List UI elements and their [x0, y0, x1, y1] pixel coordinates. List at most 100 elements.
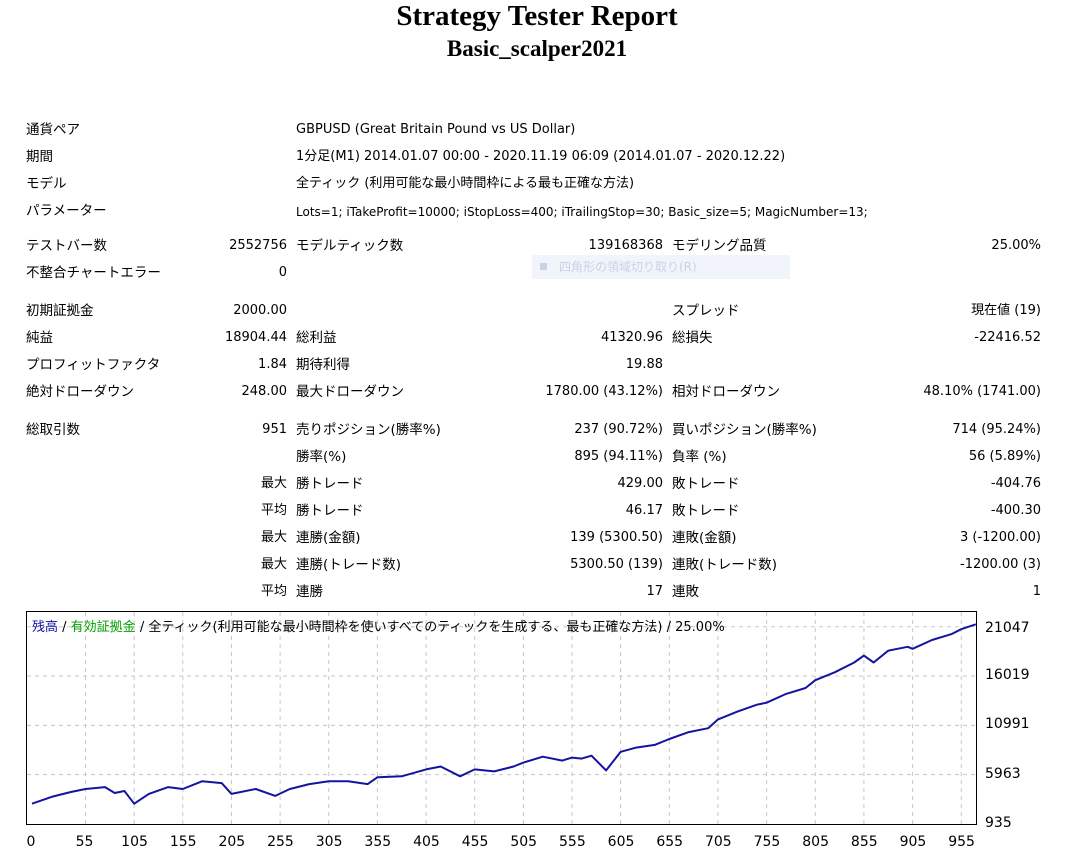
x-tick-label: 705 [704, 834, 732, 850]
legend-balance: 残高 [32, 620, 59, 635]
loss-rate-label: 負率 (%) [672, 449, 727, 465]
avg-loss-label: 敗トレード [672, 503, 740, 519]
cons-loss-money-label: 連敗(金額) [672, 530, 737, 546]
ghost-menu-label: 四角形の領域切り取り(R) [559, 260, 697, 274]
x-tick-label: 405 [413, 834, 440, 850]
loss-rate-value: 56 (5.89%) [968, 449, 1041, 464]
balance-chart [27, 612, 976, 824]
y-tick-label: 16019 [985, 667, 1030, 684]
x-tick-label: 755 [753, 834, 781, 850]
avg-word-2: 平均 [260, 584, 287, 599]
pf-label: プロフィットファクタ [26, 357, 161, 373]
report-title: Strategy Tester Report [396, 0, 678, 32]
x-tick-label: 955 [948, 834, 975, 850]
max-win-value: 429.00 [617, 476, 664, 491]
x-tick-label: 455 [461, 834, 489, 850]
abs-dd-label: 絶対ドローダウン [26, 384, 134, 400]
expected-value: 19.88 [625, 357, 663, 372]
bars-value: 2552756 [229, 238, 287, 253]
max-dd-label: 最大ドローダウン [296, 384, 404, 400]
period-label: 期間 [26, 149, 53, 165]
x-tick-label: 155 [169, 834, 197, 850]
x-tick-label: 605 [607, 834, 635, 850]
max-loss-label: 敗トレード [672, 476, 740, 492]
x-tick-label: 555 [559, 834, 586, 850]
abs-dd-value: 248.00 [241, 384, 288, 399]
balance-line [31, 623, 976, 805]
y-tick-label: 935 [985, 815, 1012, 831]
x-tick-label: 505 [510, 834, 538, 850]
max-word-2: 最大 [260, 530, 287, 545]
period-value: 1分足(M1) 2014.01.07 00:00 - 2020.11.19 06… [296, 149, 786, 164]
cons-win-money-label: 連勝(金額) [296, 530, 361, 546]
long-value: 714 (95.24%) [952, 422, 1041, 437]
long-label: 買いポジション(勝率%) [672, 422, 817, 438]
max-dd-value: 1780.00 (43.12%) [545, 384, 663, 399]
avg-cons-loss-value: 1 [1032, 584, 1041, 599]
x-tick-label: 255 [267, 834, 294, 850]
y-tick-label: 10991 [985, 716, 1030, 733]
symbol-label: 通貨ペア [26, 122, 80, 138]
cons-win-money-value: 139 (5300.50) [570, 530, 663, 545]
x-tick-label: 655 [656, 834, 684, 850]
x-tick-label: 355 [364, 834, 392, 850]
x-tick-label: 305 [315, 834, 343, 850]
x-tick-label: 0 [26, 834, 36, 850]
symbol-value: GBPUSD (Great Britain Pound vs US Dollar… [296, 122, 576, 137]
net-label: 純益 [26, 330, 53, 346]
win-rate-value: 895 (94.11%) [574, 449, 663, 464]
cons-win-count-value: 5300.50 (139) [570, 557, 663, 572]
max-word-3: 最大 [260, 557, 287, 572]
model-label: モデル [26, 176, 67, 192]
cons-win-count-label: 連勝(トレード数) [296, 557, 402, 573]
avg-cons-win-value: 17 [646, 584, 663, 599]
avg-cons-loss-label: 連敗 [672, 584, 699, 600]
gross-loss-value: -22416.52 [974, 330, 1041, 345]
model-value: 全ティック (利用可能な最小時間枠による最も正確な方法) [296, 176, 635, 191]
chart-legend: 残高 / 有効証拠金 / 全ティック(利用可能な最小時間枠を使いすべてのティック… [32, 616, 725, 635]
deposit-label: 初期証拠金 [26, 303, 94, 319]
x-tick-label: 805 [802, 834, 829, 850]
balance-chart-frame [26, 611, 977, 825]
x-tick-label: 855 [850, 834, 878, 850]
avg-win-value: 46.17 [625, 503, 663, 518]
max-win-label: 勝トレード [296, 476, 364, 492]
deposit-value: 2000.00 [233, 303, 287, 318]
x-tick-label: 205 [218, 834, 246, 850]
y-tick-label: 21047 [985, 620, 1030, 636]
avg-word-1: 平均 [260, 503, 287, 518]
quality-value: 25.00% [991, 238, 1041, 253]
bars-label: テストバー数 [26, 238, 107, 254]
gross-profit-label: 総利益 [296, 330, 337, 346]
short-label: 売りポジション(勝率%) [296, 422, 441, 438]
mismatch-label: 不整合チャートエラー [26, 265, 161, 281]
win-rate-label: 勝率(%) [296, 449, 347, 465]
legend-sep: / [58, 620, 71, 635]
legend-description: / 全ティック(利用可能な最小時間枠を使いすべてのティックを生成する、最も正確な… [135, 620, 725, 635]
gross-loss-label: 総損失 [672, 330, 713, 346]
avg-cons-win-label: 連勝 [296, 584, 323, 600]
net-value: 18904.44 [224, 330, 287, 345]
rel-dd-label: 相対ドローダウン [672, 384, 780, 400]
ticks-value: 139168368 [588, 238, 663, 253]
pf-value: 1.84 [258, 357, 287, 372]
cons-loss-count-label: 連敗(トレード数) [672, 557, 778, 573]
expected-label: 期待利得 [296, 357, 350, 373]
avg-win-label: 勝トレード [296, 503, 364, 519]
square-icon [540, 263, 547, 270]
mismatch-value: 0 [278, 265, 287, 280]
spread-value: 現在値 (19) [971, 303, 1041, 318]
context-menu-ghost: 四角形の領域切り取り(R) [532, 255, 790, 279]
max-loss-value: -404.76 [990, 476, 1041, 491]
trades-label: 総取引数 [26, 422, 80, 438]
x-tick-label: 905 [899, 834, 927, 850]
max-word-1: 最大 [260, 476, 287, 491]
quality-label: モデリング品質 [672, 238, 767, 254]
ticks-label: モデルティック数 [296, 238, 404, 254]
x-tick-label: 105 [121, 834, 148, 850]
params-label: パラメーター [26, 203, 107, 219]
params-value: Lots=1; iTakeProfit=10000; iStopLoss=400… [296, 205, 868, 219]
cons-loss-count-value: -1200.00 (3) [960, 557, 1041, 572]
legend-equity: 有効証拠金 [70, 620, 136, 635]
cons-loss-money-value: 3 (-1200.00) [960, 530, 1041, 545]
